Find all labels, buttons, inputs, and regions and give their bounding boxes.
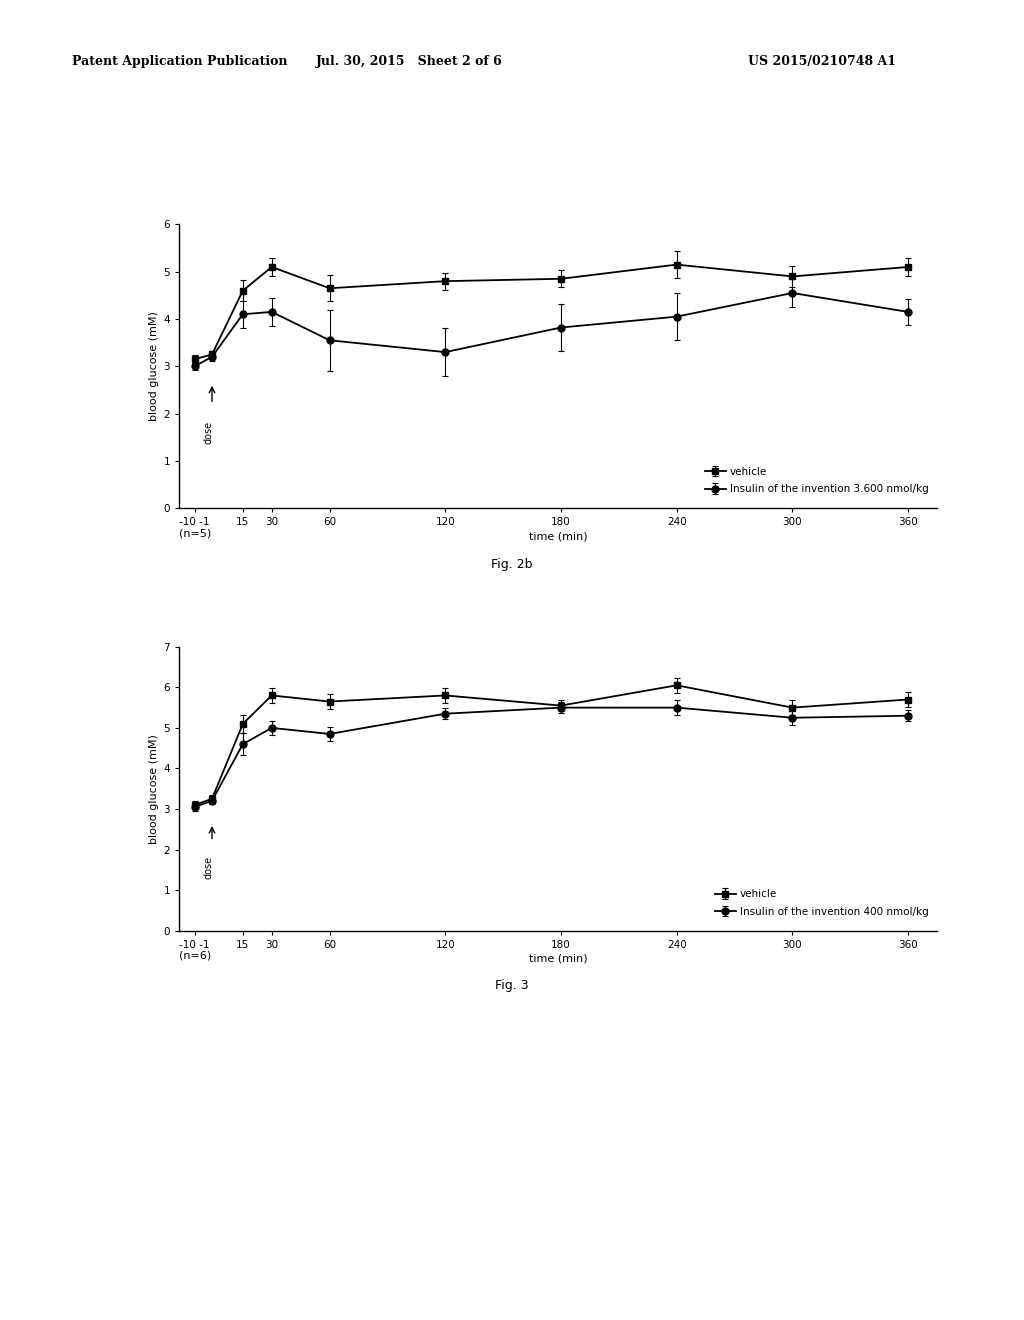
Text: dose: dose — [203, 855, 213, 879]
Text: dose: dose — [203, 421, 213, 444]
Text: Patent Application Publication: Patent Application Publication — [72, 55, 287, 69]
Legend: vehicle, Insulin of the invention 3.600 nmol/kg: vehicle, Insulin of the invention 3.600 … — [701, 463, 932, 498]
Text: (n=5): (n=5) — [179, 528, 211, 539]
Text: US 2015/0210748 A1: US 2015/0210748 A1 — [748, 55, 896, 69]
Text: (n=6): (n=6) — [179, 950, 211, 961]
Text: Jul. 30, 2015   Sheet 2 of 6: Jul. 30, 2015 Sheet 2 of 6 — [316, 55, 503, 69]
Text: Fig. 2b: Fig. 2b — [492, 558, 532, 572]
Y-axis label: blood glucose (mM): blood glucose (mM) — [150, 734, 160, 843]
X-axis label: time (min): time (min) — [528, 954, 588, 964]
Legend: vehicle, Insulin of the invention 400 nmol/kg: vehicle, Insulin of the invention 400 nm… — [712, 886, 932, 920]
X-axis label: time (min): time (min) — [528, 532, 588, 541]
Y-axis label: blood glucose (mM): blood glucose (mM) — [150, 312, 160, 421]
Text: Fig. 3: Fig. 3 — [496, 979, 528, 993]
